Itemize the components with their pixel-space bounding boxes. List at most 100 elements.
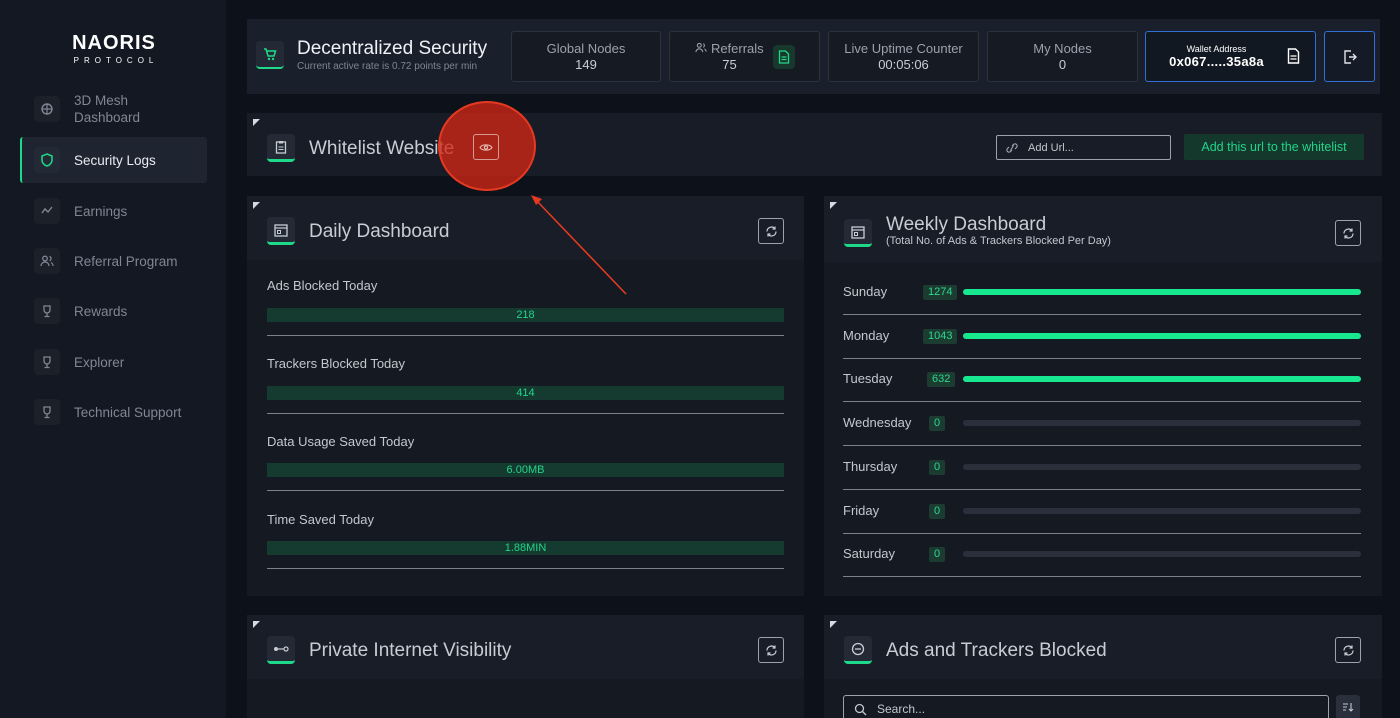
divider [843, 576, 1361, 578]
wallet-value: 0x067.....35a8a [1169, 54, 1264, 69]
day-bar-track [963, 463, 1361, 470]
day-count-badge: 1274 [923, 285, 958, 300]
stat-referrals[interactable]: Referrals 75 [669, 31, 820, 82]
weekly-dashboard-panel: Weekly Dashboard (Total No. of Ads & Tra… [824, 196, 1382, 596]
blocked-panel: Ads and Trackers Blocked Search... [824, 615, 1382, 718]
shield-icon [34, 147, 60, 173]
metric-value: 1.88MIN [504, 542, 547, 554]
sidebar-item-label: Rewards [74, 303, 128, 319]
wallet-address-card[interactable]: Wallet Address 0x067.....35a8a [1145, 31, 1316, 82]
add-url-input[interactable]: Add Url... [996, 135, 1171, 160]
users-icon [34, 248, 60, 274]
weekly-day-row: Sunday 1274 [843, 277, 1361, 321]
search-placeholder: Search... [877, 702, 926, 716]
mesh-icon [34, 96, 60, 122]
referral-document-icon[interactable] [773, 45, 795, 69]
day-name: Monday [843, 327, 890, 343]
panel-corner [830, 202, 837, 209]
sidebar-item-earnings[interactable]: Earnings [20, 188, 207, 234]
day-count-badge: 632 [927, 372, 956, 388]
metric-label: Trackers Blocked Today [267, 356, 406, 371]
daily-header [247, 196, 804, 260]
divider [267, 490, 784, 491]
stat-label: Live Uptime Counter [844, 41, 963, 56]
sidebar-item-technical-support[interactable]: Technical Support [20, 389, 207, 435]
weekly-day-row: Thursday 0 [843, 452, 1361, 496]
divider [267, 413, 784, 414]
search-input[interactable]: Search... [843, 695, 1329, 718]
weekly-refresh-button[interactable] [1335, 220, 1361, 246]
metric-bar: 218 [267, 308, 784, 322]
stat-label: Global Nodes [546, 41, 626, 56]
day-count-badge: 0 [929, 416, 946, 432]
panel-corner [830, 621, 837, 628]
divider [267, 568, 784, 569]
weekly-day-row: Friday 0 [843, 496, 1361, 540]
sidebar-item-security-logs[interactable]: Security Logs [20, 137, 207, 183]
metric-value: 6.00MB [506, 464, 545, 476]
metric-bar: 414 [267, 386, 784, 400]
logo: NAORIS PROTOCOL [66, 32, 162, 65]
panel-corner [253, 621, 260, 628]
blocked-header [824, 615, 1382, 679]
metric-label: Time Saved Today [267, 512, 374, 527]
copy-document-icon[interactable] [1287, 48, 1300, 69]
day-name: Sunday [843, 284, 888, 299]
panel-corner [253, 119, 260, 126]
sidebar-item-rewards[interactable]: Rewards [20, 288, 207, 334]
metric-value: 218 [516, 309, 535, 321]
weekly-day-row: Tuesday 632 [843, 364, 1361, 408]
explorer-icon [34, 349, 60, 375]
refresh-icon [765, 225, 777, 237]
sidebar-item-label: 3D Mesh Dashboard [74, 93, 141, 125]
divider [843, 488, 1361, 490]
sidebar-item-label: Explorer [74, 354, 125, 370]
weekly-day-row: Monday 1043 [843, 321, 1361, 365]
whitelist-title: Whitelist Website [309, 138, 455, 159]
day-count-badge: 0 [929, 459, 946, 475]
add-url-placeholder: Add Url... [1028, 141, 1074, 154]
stat-value: 149 [575, 57, 597, 72]
add-to-whitelist-button[interactable]: Add this url to the whitelist [1184, 134, 1364, 160]
sidebar-item-3d-mesh-dashboard[interactable]: 3D Mesh Dashboard [20, 86, 207, 132]
day-bar-track [963, 376, 1361, 383]
divider [843, 357, 1361, 359]
divider [843, 445, 1361, 447]
visibility-title: Private Internet Visibility [309, 640, 512, 661]
sort-icon [1343, 703, 1354, 712]
blocked-title: Ads and Trackers Blocked [886, 640, 1107, 661]
day-bar-fill [963, 376, 1361, 383]
earnings-icon [34, 198, 60, 224]
stat-live-uptime: Live Uptime Counter 00:05:06 [828, 31, 979, 82]
day-name: Thursday [843, 458, 898, 474]
day-bar-track [963, 420, 1361, 427]
logo-name: NAORIS [72, 32, 156, 54]
view-whitelist-button[interactable] [473, 134, 499, 160]
day-bar-fill [963, 289, 1361, 295]
sort-button[interactable] [1336, 695, 1360, 718]
logout-button[interactable] [1324, 31, 1375, 82]
day-name: Friday [843, 502, 880, 518]
stat-value: 0 [1058, 57, 1067, 72]
day-name: Saturday [843, 546, 896, 562]
day-count-badge: 1043 [923, 328, 958, 344]
trophy-icon [34, 298, 60, 324]
daily-refresh-button[interactable] [758, 218, 784, 244]
visibility-refresh-button[interactable] [758, 637, 784, 663]
divider [843, 314, 1361, 315]
visibility-panel: Private Internet Visibility [247, 615, 804, 718]
sidebar-item-referral-program[interactable]: Referral Program [20, 238, 207, 284]
sidebar-item-label: Security Logs [74, 152, 156, 168]
blocked-refresh-button[interactable] [1335, 637, 1361, 663]
stat-label: My Nodes [1033, 41, 1092, 56]
day-name: Wednesday [843, 415, 912, 431]
weekly-day-row: Wednesday 0 [843, 408, 1361, 452]
refresh-icon [765, 644, 777, 656]
sidebar: NAORIS PROTOCOL 3D Mesh Dashboard Securi… [0, 0, 226, 718]
weekly-subtitle: (Total No. of Ads & Trackers Blocked Per… [886, 235, 1111, 247]
refresh-icon [1342, 227, 1354, 239]
day-bar-fill [963, 332, 1361, 339]
sidebar-item-explorer[interactable]: Explorer [20, 339, 207, 385]
stat-label: Referrals [710, 41, 764, 56]
weekly-day-row: Saturday 0 [843, 539, 1361, 583]
